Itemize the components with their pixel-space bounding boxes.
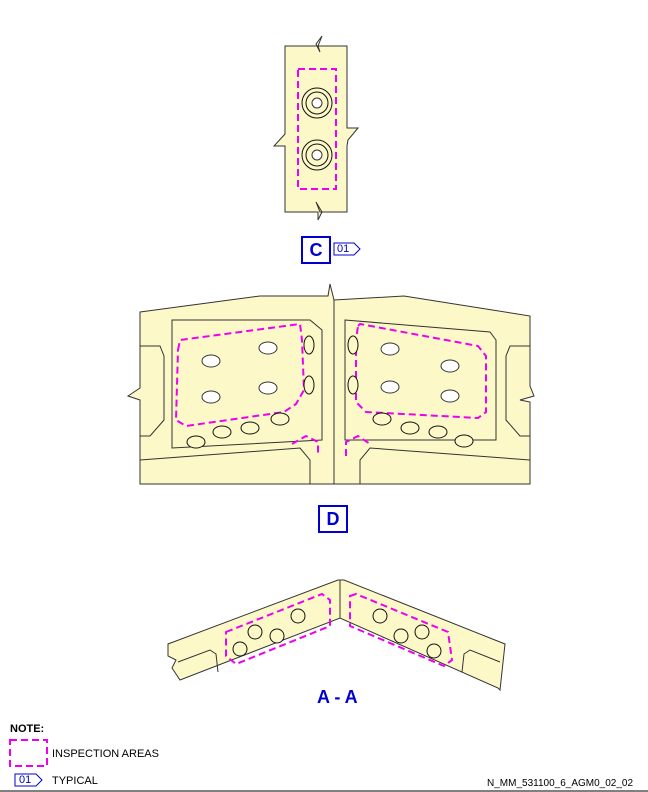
view-c-label: C <box>301 236 331 264</box>
view-d-inspection-strip-left <box>291 434 319 456</box>
view-d-label: D <box>318 505 348 533</box>
legend-typical-tag: 01 <box>19 774 32 786</box>
legend-typical-tag-shape <box>14 773 43 787</box>
view-c-fastener-lower <box>301 139 333 171</box>
note-heading: NOTE: <box>10 723 45 735</box>
legend-inspection-swatch <box>9 739 48 767</box>
view-d-fasteners <box>186 335 474 449</box>
figure-id: N_MM_531100_6_AGM0_02_02 <box>487 778 634 789</box>
view-c-fastener-upper <box>301 87 333 119</box>
section-aa-inspection-right <box>349 592 454 668</box>
view-c-typical-tag-shape <box>333 242 361 256</box>
note-typical-text: TYPICAL <box>52 775 98 787</box>
view-c-inspection-area <box>297 68 337 190</box>
view-d-inspection-area-right <box>355 322 487 420</box>
section-aa-label: A - A <box>317 687 358 707</box>
section-aa-part <box>167 579 506 692</box>
view-c-typical-tag: 01 <box>337 243 350 255</box>
section-aa-inspection-left <box>225 592 331 666</box>
view-d-inspection-area-left <box>174 322 306 428</box>
view-d-part <box>126 283 535 485</box>
view-c-part <box>272 35 360 221</box>
view-d-inspection-strip-right <box>345 434 371 456</box>
note-inspection-text: INSPECTION AREAS <box>52 748 159 760</box>
